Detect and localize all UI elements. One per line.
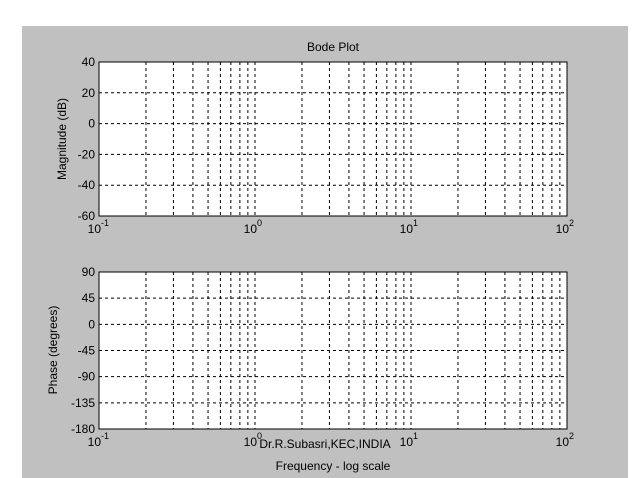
y-tick-label: -45 [78,344,96,358]
phase-grid [99,272,567,429]
magnitude-y-label: Magnitude (dB) [55,98,69,180]
x-tick-exponent: -1 [101,218,109,228]
magnitude-axes-box [98,61,568,217]
phase-axes-box [98,271,568,430]
x-tick-label: 10 [400,222,414,236]
magnitude-x-tick-labels: 10 -1 10 0 10 1 10 2 [88,218,574,236]
y-tick-label: 90 [82,265,96,279]
y-tick-label: -180 [71,422,95,436]
y-tick-label: 40 [82,55,96,69]
x-tick-exponent: 0 [257,218,262,228]
phase-x-tick-labels: 10 -1 10 0 10 1 10 2 [88,431,574,449]
y-tick-label: 0 [88,117,95,131]
y-tick-label: -135 [71,396,95,410]
magnitude-plot-area [99,62,567,216]
x-tick-label: 10 [400,435,414,449]
magnitude-grid [99,62,567,216]
y-tick-label: 45 [82,291,96,305]
x-tick-label: 10 [88,435,102,449]
x-tick-label: 10 [244,435,258,449]
magnitude-y-tick-labels: 40 20 0 -20 -40 -60 [78,55,96,223]
x-tick-label: 10 [556,435,570,449]
chart-title: Bode Plot [307,40,360,54]
x-tick-exponent: 2 [569,431,574,441]
x-tick-label: 10 [88,222,102,236]
y-tick-label: -60 [78,209,96,223]
y-tick-label: -40 [78,178,96,192]
x-tick-label: 10 [556,222,570,236]
y-tick-label: -90 [78,370,96,384]
x-tick-exponent: 2 [569,218,574,228]
x-tick-exponent: -1 [101,431,109,441]
x-tick-exponent: 1 [413,218,418,228]
phase-y-tick-labels: 90 45 0 -45 -90 -135 -180 [71,265,95,436]
y-tick-label: -20 [78,147,96,161]
x-tick-label: 10 [244,222,258,236]
phase-y-label: Phase (degrees) [46,306,60,395]
frequency-x-label: Frequency - log scale [276,459,391,473]
magnitude-axes: Bode Plot Magnitude (dB) 40200-20-40-60 … [55,40,574,236]
y-tick-label: 0 [88,317,95,331]
y-tick-label: 20 [82,86,96,100]
x-tick-exponent: 1 [413,431,418,441]
x-tick-exponent: 0 [257,431,262,441]
author-credit: Dr.R.Subasri,KEC,INDIA [259,437,390,451]
